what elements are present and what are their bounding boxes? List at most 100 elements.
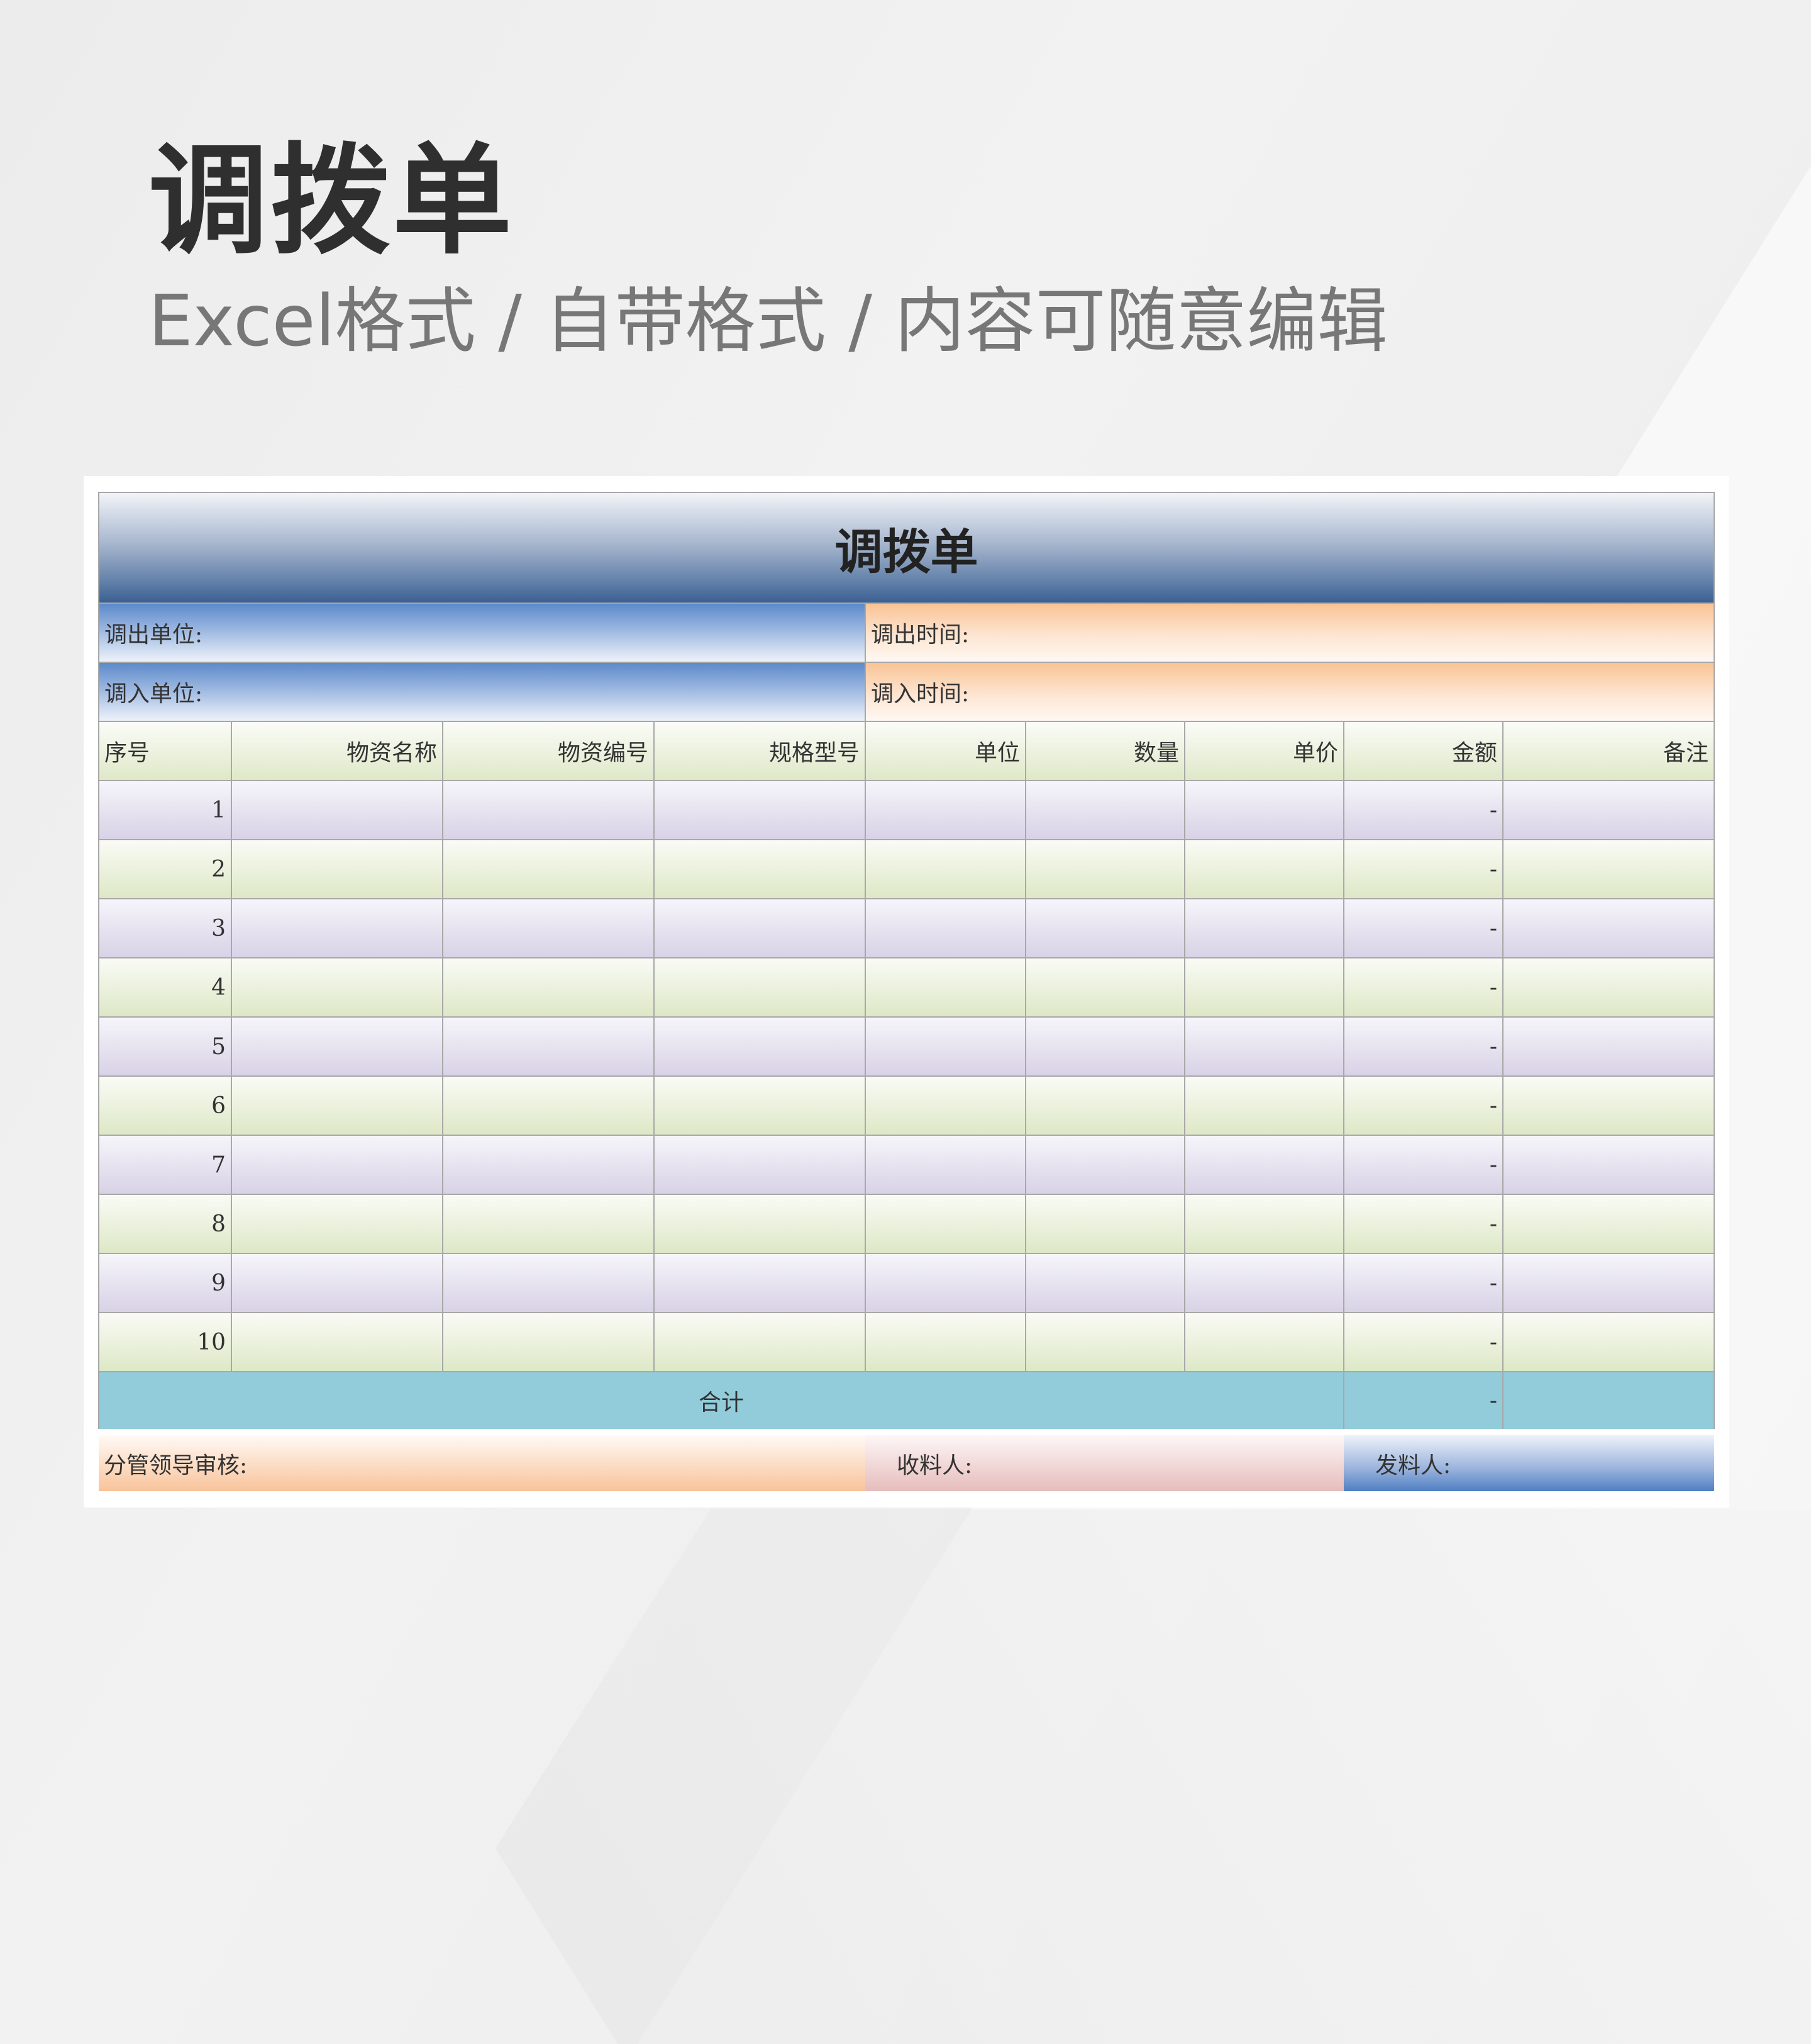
row-number-cell[interactable]: 1 — [98, 780, 232, 840]
data-cell[interactable] — [1025, 1194, 1185, 1254]
data-cell[interactable] — [865, 1194, 1026, 1254]
data-cell[interactable] — [1025, 957, 1185, 1018]
data-cell[interactable] — [1184, 780, 1344, 840]
data-cell[interactable] — [1502, 1075, 1715, 1136]
data-cell[interactable] — [231, 898, 443, 958]
data-cell[interactable] — [865, 1135, 1026, 1195]
data-cell[interactable] — [1184, 1016, 1344, 1077]
data-cell[interactable] — [653, 780, 866, 840]
data-cell[interactable] — [442, 780, 655, 840]
amount-cell[interactable]: - — [1343, 1253, 1504, 1313]
row-number-cell[interactable]: 4 — [98, 957, 232, 1018]
amount-cell[interactable]: - — [1343, 1075, 1504, 1136]
data-cell[interactable] — [1184, 1253, 1344, 1313]
data-cell[interactable] — [865, 839, 1026, 899]
row-number-cell[interactable]: 3 — [98, 898, 232, 958]
amount-cell[interactable]: - — [1343, 839, 1504, 899]
data-cell[interactable] — [1184, 1075, 1344, 1136]
data-cell[interactable] — [1025, 780, 1185, 840]
amount-cell[interactable]: - — [1343, 957, 1504, 1018]
data-cell[interactable] — [231, 957, 443, 1018]
data-cell[interactable] — [1025, 1312, 1185, 1372]
data-cell[interactable] — [1184, 957, 1344, 1018]
data-cell[interactable] — [442, 1253, 655, 1313]
out-time-field[interactable]: 调出时间: — [865, 603, 1715, 663]
data-cell[interactable] — [1502, 957, 1715, 1018]
data-cell[interactable] — [1025, 1016, 1185, 1077]
data-cell[interactable] — [865, 780, 1026, 840]
amount-cell[interactable]: - — [1343, 780, 1504, 840]
data-cell[interactable] — [653, 1253, 866, 1313]
data-cell[interactable] — [653, 1135, 866, 1195]
amount-cell[interactable]: - — [1343, 898, 1504, 958]
row-number-cell[interactable]: 9 — [98, 1253, 232, 1313]
data-cell[interactable] — [231, 1075, 443, 1136]
data-cell[interactable] — [1502, 1135, 1715, 1195]
data-cell[interactable] — [1184, 839, 1344, 899]
data-cell[interactable] — [1184, 1135, 1344, 1195]
data-cell[interactable] — [865, 898, 1026, 958]
data-cell[interactable] — [865, 1312, 1026, 1372]
row-number-cell[interactable]: 2 — [98, 839, 232, 899]
data-cell[interactable] — [653, 1075, 866, 1136]
data-cell[interactable] — [1502, 1253, 1715, 1313]
issuer-field[interactable]: 发料人: — [1344, 1429, 1714, 1491]
data-cell[interactable] — [1502, 1312, 1715, 1372]
data-cell[interactable] — [865, 1075, 1026, 1136]
out-unit-field[interactable]: 调出单位: — [98, 603, 866, 663]
data-cell[interactable] — [231, 780, 443, 840]
row-number-cell[interactable]: 7 — [98, 1135, 232, 1195]
data-cell[interactable] — [1184, 1312, 1344, 1372]
data-cell[interactable] — [231, 1312, 443, 1372]
data-cell[interactable] — [1184, 898, 1344, 958]
amount-cell[interactable]: - — [1343, 1135, 1504, 1195]
total-remark-cell[interactable] — [1502, 1371, 1715, 1433]
data-cell[interactable] — [1502, 780, 1715, 840]
data-cell[interactable] — [865, 1016, 1026, 1077]
data-cell[interactable] — [231, 839, 443, 899]
data-cell[interactable] — [442, 1135, 655, 1195]
data-cell[interactable] — [231, 1135, 443, 1195]
data-cell[interactable] — [231, 1253, 443, 1313]
data-cell[interactable] — [1502, 1194, 1715, 1254]
data-cell[interactable] — [653, 1194, 866, 1254]
table-row: 9- — [98, 1253, 1715, 1313]
in-unit-field[interactable]: 调入单位: — [98, 662, 866, 722]
row-number-cell[interactable]: 10 — [98, 1312, 232, 1372]
data-cell[interactable] — [442, 1016, 655, 1077]
data-cell[interactable] — [653, 1312, 866, 1372]
data-cell[interactable] — [442, 957, 655, 1018]
data-cell[interactable] — [1025, 1253, 1185, 1313]
data-cell[interactable] — [442, 839, 655, 899]
data-cell[interactable] — [1025, 1075, 1185, 1136]
data-cell[interactable] — [1184, 1194, 1344, 1254]
leader-review-field[interactable]: 分管领导审核: — [99, 1429, 865, 1491]
data-cell[interactable] — [653, 839, 866, 899]
amount-cell[interactable]: - — [1343, 1016, 1504, 1077]
amount-cell[interactable]: - — [1343, 1194, 1504, 1254]
data-cell[interactable] — [442, 1194, 655, 1254]
data-cell[interactable] — [231, 1194, 443, 1254]
data-cell[interactable] — [442, 1312, 655, 1372]
row-number-cell[interactable]: 6 — [98, 1075, 232, 1136]
in-time-field[interactable]: 调入时间: — [865, 662, 1715, 722]
data-cell[interactable] — [1025, 898, 1185, 958]
column-header: 规格型号 — [653, 721, 866, 781]
receiver-field[interactable]: 收料人: — [865, 1429, 1344, 1491]
data-cell[interactable] — [1025, 1135, 1185, 1195]
data-cell[interactable] — [1502, 839, 1715, 899]
data-cell[interactable] — [1502, 898, 1715, 958]
data-cell[interactable] — [653, 1016, 866, 1077]
data-cell[interactable] — [1502, 1016, 1715, 1077]
data-cell[interactable] — [442, 898, 655, 958]
data-cell[interactable] — [1025, 839, 1185, 899]
data-cell[interactable] — [442, 1075, 655, 1136]
row-number-cell[interactable]: 8 — [98, 1194, 232, 1254]
data-cell[interactable] — [865, 1253, 1026, 1313]
data-cell[interactable] — [865, 957, 1026, 1018]
data-cell[interactable] — [653, 957, 866, 1018]
amount-cell[interactable]: - — [1343, 1312, 1504, 1372]
data-cell[interactable] — [231, 1016, 443, 1077]
row-number-cell[interactable]: 5 — [98, 1016, 232, 1077]
data-cell[interactable] — [653, 898, 866, 958]
